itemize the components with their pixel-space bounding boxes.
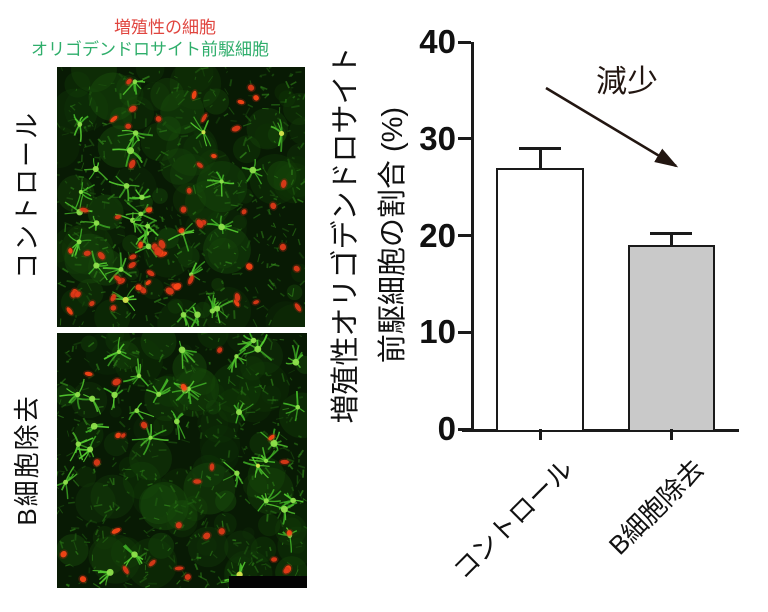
y-tick-mark bbox=[458, 137, 471, 141]
legend-opc-label: オリゴデンドロサイト前駆細胞 bbox=[31, 40, 269, 59]
x-tick-mark bbox=[538, 429, 542, 440]
micrograph-label-bcell-depleted: B細胞除去 bbox=[12, 394, 42, 526]
y-axis-label-line-1: 増殖性オリゴデンドロサイト bbox=[330, 46, 362, 424]
y-tick-mark bbox=[458, 427, 471, 431]
fluorescence-micrograph bbox=[57, 67, 305, 327]
error-bar-cap bbox=[519, 146, 561, 150]
y-tick-label: 10 bbox=[419, 313, 456, 351]
micrograph-label-control: コントロール bbox=[12, 111, 42, 280]
fluorescence-micrograph bbox=[57, 333, 307, 588]
error-bar-stem bbox=[538, 148, 542, 168]
error-bar-stem bbox=[669, 233, 673, 246]
y-axis-line bbox=[471, 42, 474, 432]
bar-bcell-depleted bbox=[627, 245, 715, 432]
decrease-annotation: 減少 bbox=[596, 64, 658, 99]
micrograph-bcell-depleted-image bbox=[57, 333, 307, 588]
micrograph-control-image bbox=[57, 67, 305, 327]
y-tick-label: 40 bbox=[419, 23, 456, 60]
y-tick-label: 0 bbox=[437, 410, 456, 447]
legend-proliferating-cells-label: 増殖性の細胞 bbox=[114, 18, 216, 37]
y-tick-mark bbox=[458, 234, 471, 237]
scale-bar bbox=[229, 576, 307, 588]
y-tick-label: 30 bbox=[419, 119, 456, 157]
y-tick-mark bbox=[458, 40, 471, 44]
error-bar-cap bbox=[650, 232, 692, 236]
y-tick-mark bbox=[458, 330, 471, 334]
bar-control bbox=[496, 167, 584, 432]
y-tick-label: 20 bbox=[419, 216, 456, 254]
x-tick-mark bbox=[669, 429, 673, 440]
x-axis-line bbox=[462, 429, 739, 432]
